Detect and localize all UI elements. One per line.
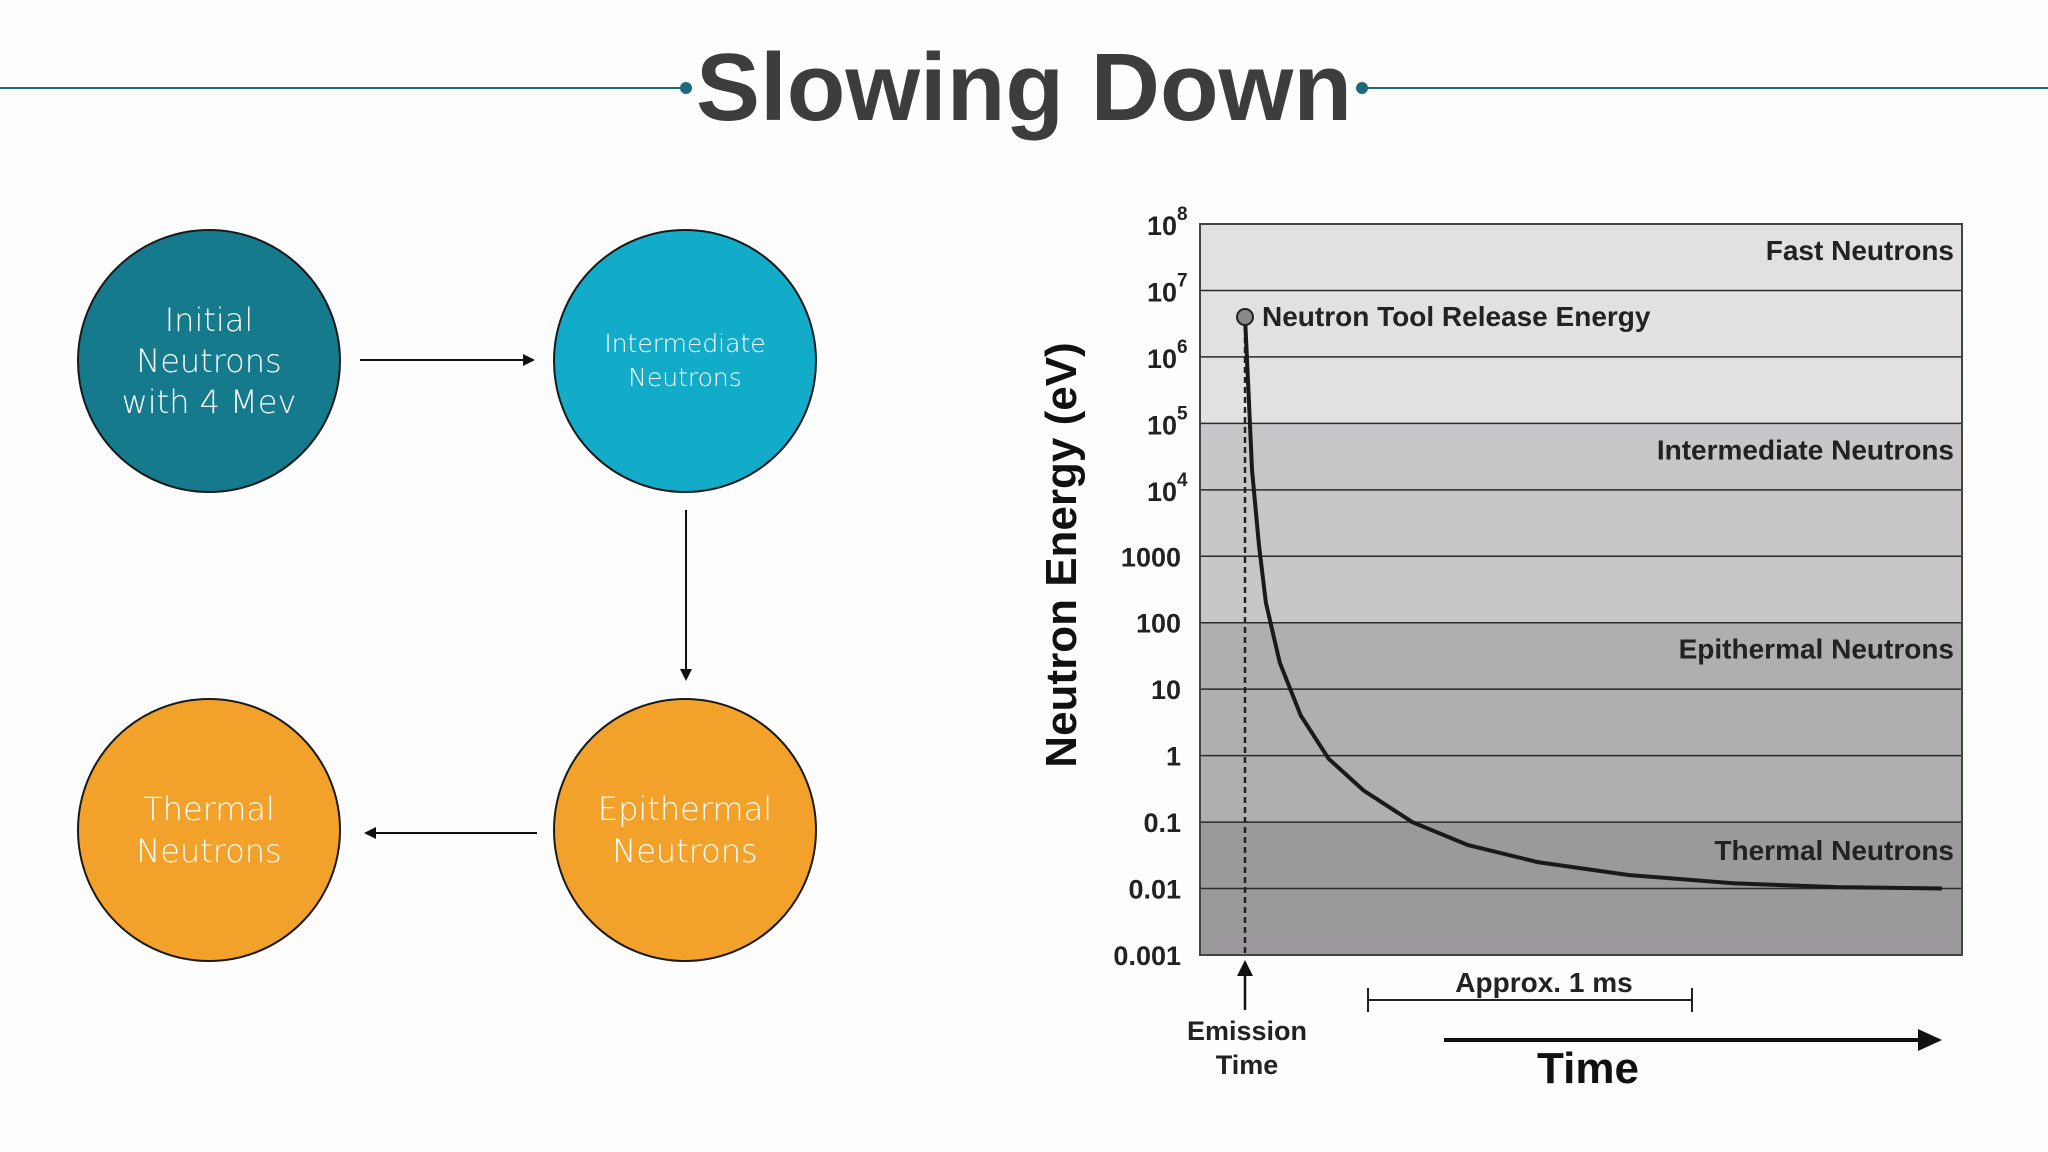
- band-label-2: Epithermal Neutrons: [1679, 634, 1954, 665]
- arrowhead-intermediate-to-epithermal: [680, 669, 692, 681]
- y-tick-label-1: 107: [1147, 270, 1188, 307]
- node-epithermal-neutrons: Epithermal Neutrons: [553, 698, 817, 962]
- node-initial-neutrons: Initial Neutrons with 4 Mev: [77, 229, 341, 493]
- y-tick-label-6: 100: [1136, 609, 1181, 639]
- y-tick-label-0: 108: [1147, 204, 1188, 241]
- y-tick-label-11: 0.001: [1113, 941, 1181, 971]
- y-tick-label-10: 0.01: [1128, 875, 1181, 905]
- title-left-rule: [0, 87, 683, 89]
- node-initial-label: Initial Neutrons with 4 Mev: [121, 300, 297, 421]
- band-intermediate-neutrons: [1200, 423, 1962, 623]
- band-label-3: Thermal Neutrons: [1714, 835, 1954, 866]
- y-tick-label-4: 104: [1147, 470, 1188, 507]
- band-label-0: Fast Neutrons: [1766, 235, 1954, 266]
- y-tick-label-7: 10: [1151, 675, 1181, 705]
- band-labels: Fast Neutrons Intermediate Neutrons Epithe…: [1657, 235, 1954, 866]
- plot-frame: [1199, 223, 1963, 956]
- title-right-dot: [1356, 82, 1368, 94]
- band-fast-neutrons: [1200, 224, 1962, 424]
- emission-time-line2: Time: [1216, 1050, 1279, 1080]
- band-label-1: Intermediate Neutrons: [1657, 434, 1954, 465]
- slide-title: Slowing Down: [696, 34, 1352, 141]
- release-point-label: Neutron Tool Release Energy: [1262, 301, 1651, 332]
- y-tick-label-2: 106: [1147, 337, 1188, 374]
- time-arrow-head: [1918, 1029, 1942, 1051]
- node-thermal-label: Thermal Neutrons: [136, 790, 282, 870]
- emission-time-line1: Emission: [1187, 1016, 1307, 1046]
- node-intermediate-neutrons: Intermediate Neutrons: [553, 229, 817, 493]
- node-epithermal-label: Epithermal Neutrons: [597, 790, 773, 870]
- arrowhead-epithermal-to-thermal: [364, 827, 376, 839]
- y-axis-label: Neutron Energy (eV): [1037, 342, 1086, 767]
- arrowhead-initial-to-intermediate: [523, 354, 535, 366]
- duration-label: Approx. 1 ms: [1455, 967, 1632, 998]
- title-left-dot: [680, 82, 692, 94]
- node-thermal-neutrons: Thermal Neutrons: [77, 698, 341, 962]
- x-axis-label: Time: [1537, 1044, 1639, 1093]
- y-axis-ticks: 108 107 106 105 104 1000 100 10 1 0.1 0.01 0.001: [1113, 204, 1188, 971]
- emission-arrow-head: [1237, 960, 1253, 976]
- title-right-rule: [1364, 87, 2048, 89]
- y-tick-label-9: 0.1: [1143, 808, 1181, 838]
- y-tick-label-3: 105: [1147, 403, 1188, 440]
- node-intermediate-label: Intermediate Neutrons: [604, 329, 766, 392]
- y-tick-label-5: 1000: [1121, 542, 1181, 572]
- release-point-marker: [1236, 308, 1254, 326]
- y-tick-label-8: 1: [1166, 742, 1181, 772]
- band-epithermal-neutrons: [1200, 622, 1962, 823]
- energy-decay-curve: [1243, 316, 1943, 891]
